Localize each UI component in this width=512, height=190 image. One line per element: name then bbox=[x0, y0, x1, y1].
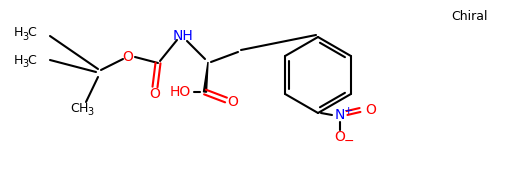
Text: H: H bbox=[78, 101, 88, 115]
Text: NH: NH bbox=[173, 29, 194, 43]
Text: C: C bbox=[28, 26, 36, 40]
Text: O: O bbox=[150, 87, 160, 101]
Text: 3: 3 bbox=[22, 32, 28, 42]
Text: 3: 3 bbox=[87, 107, 93, 117]
Text: +: + bbox=[344, 106, 353, 116]
Text: N: N bbox=[335, 108, 345, 122]
Text: HO: HO bbox=[169, 85, 190, 99]
Text: C: C bbox=[28, 54, 36, 66]
Text: H: H bbox=[13, 26, 23, 40]
Text: H: H bbox=[13, 54, 23, 66]
Text: O: O bbox=[227, 95, 239, 109]
Text: C: C bbox=[71, 101, 79, 115]
Text: O: O bbox=[366, 103, 376, 117]
Text: Chiral: Chiral bbox=[452, 10, 488, 24]
Text: O: O bbox=[122, 50, 134, 64]
Polygon shape bbox=[203, 62, 208, 92]
Text: O: O bbox=[334, 130, 346, 144]
Text: 3: 3 bbox=[22, 59, 28, 69]
Text: −: − bbox=[344, 135, 354, 147]
